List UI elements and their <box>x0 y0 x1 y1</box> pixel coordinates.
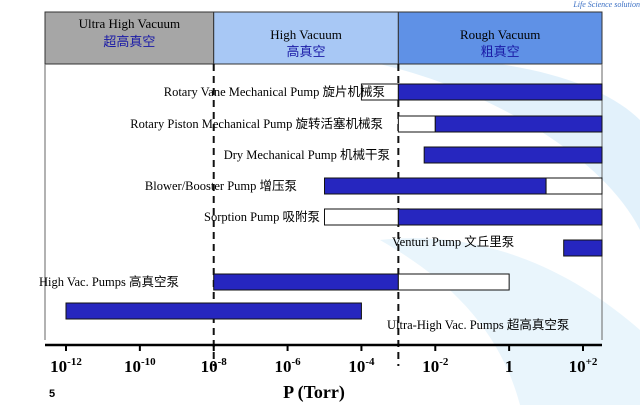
x-tick-label-5: 10-4 <box>348 356 375 376</box>
x-tick-label-7: 1 <box>505 357 514 376</box>
region-name-cn-2: 高真空 <box>287 44 326 60</box>
x-tick-label-6: 10-2 <box>422 356 449 376</box>
page-number: 5 <box>49 388 56 400</box>
pump-label-2: Rotary Piston Mechanical Pump 旋转活塞机械泵 <box>130 116 383 131</box>
pump-bar-2-seg-1 <box>397 115 436 133</box>
pump-label-1: Rotary Vane Mechanical Pump 旋片机械泵 <box>164 84 385 99</box>
pump-label-6: Venturi Pump 文丘里泵 <box>392 234 514 249</box>
pump-label-8: Ultra-High Vac. Pumps 超高真空泵 <box>387 317 569 332</box>
region-name-2: High Vacuum <box>270 27 342 42</box>
pump-bar-4-seg-1 <box>324 177 547 195</box>
pump-label-5: Sorption Pump 吸附泵 <box>204 210 320 224</box>
region-name-cn-1: 超高真空 <box>103 34 155 50</box>
region-name-1: Ultra High Vacuum <box>79 16 181 31</box>
x-tick-label-3: 10-8 <box>201 356 228 376</box>
x-tick-label-8: 10+2 <box>569 356 598 376</box>
pump-bar-3-seg-1 <box>423 146 603 164</box>
pump-bar-4-seg-2 <box>545 177 603 195</box>
pump-bar-2-seg-2 <box>434 115 603 133</box>
region-name-cn-3: 粗真空 <box>481 45 520 60</box>
x-tick-label-1: 10-12 <box>50 356 82 376</box>
pump-bar-6-seg-1 <box>563 239 603 257</box>
region-band-3 <box>397 11 603 65</box>
x-tick-label-4: 10-6 <box>274 356 301 376</box>
pump-bar-5-seg-1 <box>324 208 399 226</box>
pump-bar-7-seg-2 <box>397 273 510 291</box>
pump-bar-1-seg-2 <box>397 83 603 101</box>
pump-bar-5-seg-2 <box>397 208 603 226</box>
region-name-3: Rough Vacuum <box>460 27 540 42</box>
pump-bar-7-seg-1 <box>213 273 399 291</box>
x-tick-label-2: 10-10 <box>124 356 156 376</box>
region-band-2 <box>213 11 399 65</box>
pump-bar-8-seg-1 <box>65 302 362 320</box>
pump-label-7: High Vac. Pumps 高真空泵 <box>39 274 179 289</box>
x-axis-title: P (Torr) <box>283 382 345 403</box>
pump-label-3: Dry Mechanical Pump 机械干泵 <box>224 147 390 162</box>
brand-text: Life Science solution <box>573 0 640 9</box>
pump-label-4: Blower/Booster Pump 增压泵 <box>145 178 297 193</box>
